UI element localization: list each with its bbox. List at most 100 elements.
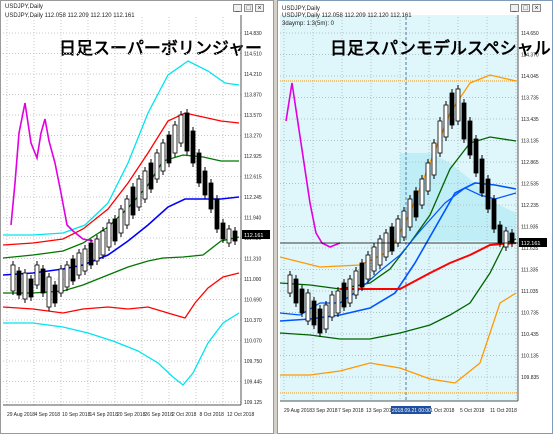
maximize-button[interactable]: □ — [521, 4, 530, 12]
price-tick-label: 114.830 — [244, 31, 262, 37]
candle — [190, 130, 196, 164]
price-tick-label: 114.650 — [521, 31, 539, 37]
left-overlay-title: 日足スーパーボリンジャー — [59, 39, 262, 58]
right-window-title: USDJPY,Daily — [282, 6, 320, 12]
price-tick-label: 109.835 — [521, 375, 539, 381]
right-price-chart[interactable]: 114.650 114.370 114.045 113.735 113.435 113.1… — [280, 3, 552, 433]
green-lower-band — [280, 238, 517, 340]
date-tick-label: 14 Sep 2018 — [90, 412, 119, 418]
candle — [503, 230, 509, 248]
maximize-button[interactable]: □ — [244, 4, 253, 12]
date-tick-label: 29 Aug 2018 — [7, 412, 35, 418]
candle — [353, 270, 359, 296]
candle — [479, 158, 485, 194]
right-chart-window[interactable]: _ □ × 114.650 114.370 114.045 113.735 113.43… — [277, 0, 553, 434]
price-tick-label: 110.690 — [244, 298, 262, 304]
candle — [208, 182, 214, 210]
candle — [118, 208, 124, 234]
candle — [88, 242, 94, 266]
candle — [455, 88, 461, 122]
price-tick-label: 114.370 — [521, 53, 539, 59]
left-window-title: USDJPY,Daily — [5, 4, 43, 10]
candle — [491, 198, 497, 230]
candle — [407, 198, 413, 228]
lower-band-3 — [3, 312, 240, 386]
price-tick-label: 109.125 — [244, 400, 262, 406]
date-tick-label: 12 Oct 2018 — [227, 412, 254, 418]
date-tick-label: 29 Aug 2018 — [284, 408, 312, 414]
candle — [287, 274, 293, 294]
price-tick-label: 111.000 — [244, 277, 262, 283]
price-tick-label: 112.235 — [521, 203, 539, 209]
lagging-span — [10, 102, 94, 242]
candle — [431, 142, 437, 176]
candle — [437, 120, 443, 154]
candle — [359, 262, 365, 288]
candle — [172, 124, 178, 154]
candle — [46, 276, 52, 308]
candle — [52, 284, 58, 304]
candle — [28, 278, 34, 298]
minimize-button[interactable]: _ — [233, 4, 242, 12]
candle — [383, 232, 389, 258]
candle — [100, 230, 106, 256]
candle — [76, 252, 82, 276]
date-tick-label: 5 Oct 2018 — [460, 408, 485, 414]
date-tick-label: 8 Oct 2018 — [200, 412, 225, 418]
candle — [317, 308, 323, 334]
candle — [220, 222, 226, 240]
date-tick-label: 2 Oct 2018 — [172, 412, 197, 418]
candle — [184, 112, 190, 152]
candle — [509, 232, 515, 244]
candle — [461, 102, 467, 140]
candle — [82, 248, 88, 272]
date-tick-label: 13 Sep 2018 — [366, 408, 395, 414]
candle — [323, 304, 329, 330]
candle — [178, 114, 184, 144]
candle — [124, 198, 130, 226]
date-tick-label: 20 Sep 2018 — [117, 412, 146, 418]
price-tick-label: 110.070 — [244, 339, 262, 345]
candle — [136, 178, 142, 208]
date-tick-label: 26 Sep 2018 — [145, 412, 174, 418]
price-tick-label: 110.435 — [521, 332, 539, 338]
left-chart-window[interactable]: _ □ × USDJPY,Daily USDJPY,Daily 112.058 … — [0, 0, 274, 434]
panel-separator[interactable] — [274, 0, 277, 434]
date-tick-label: 4 Sep 2018 — [35, 412, 61, 418]
left-price-chart[interactable]: 114.830 114.510 114.210 113.870 113.570 113.2… — [3, 3, 273, 433]
price-tick-label: 111.035 — [521, 289, 539, 295]
candle — [299, 288, 305, 314]
price-tick-label: 114.510 — [244, 52, 262, 58]
price-tick-label: 111.335 — [521, 268, 539, 274]
date-tick-label: 1 Oct 2018 — [430, 408, 455, 414]
price-tick-label: 113.735 — [521, 96, 539, 102]
candle — [365, 254, 371, 280]
price-tick-label: 112.535 — [521, 182, 539, 188]
price-badge — [519, 238, 547, 247]
candle — [377, 238, 383, 266]
middle-band — [3, 196, 240, 276]
price-tick-label: 111.310 — [244, 257, 262, 263]
close-button[interactable]: × — [255, 4, 264, 12]
minimize-button[interactable]: _ — [510, 4, 519, 12]
price-tick-label: 111.940 — [244, 216, 262, 222]
candle — [64, 264, 70, 288]
candle — [389, 226, 395, 252]
date-tick-label: 10 Sep 2018 — [62, 412, 91, 418]
candle — [106, 222, 112, 248]
upper-band-3 — [3, 60, 240, 236]
crosshair-date-box — [391, 406, 431, 414]
candle — [485, 178, 491, 210]
price-tick-label: 110.135 — [521, 354, 539, 360]
candle — [329, 294, 335, 318]
candle — [449, 92, 455, 126]
candle — [425, 162, 431, 192]
candle — [94, 238, 100, 262]
price-tick-label: 111.935 — [521, 225, 539, 231]
price-tick-label: 112.245 — [244, 195, 262, 201]
candle — [34, 264, 40, 286]
candle — [419, 178, 425, 206]
candle — [413, 190, 419, 218]
date-tick-label: 2018.09.21 00:00 — [392, 408, 431, 414]
close-button[interactable]: × — [532, 4, 541, 12]
